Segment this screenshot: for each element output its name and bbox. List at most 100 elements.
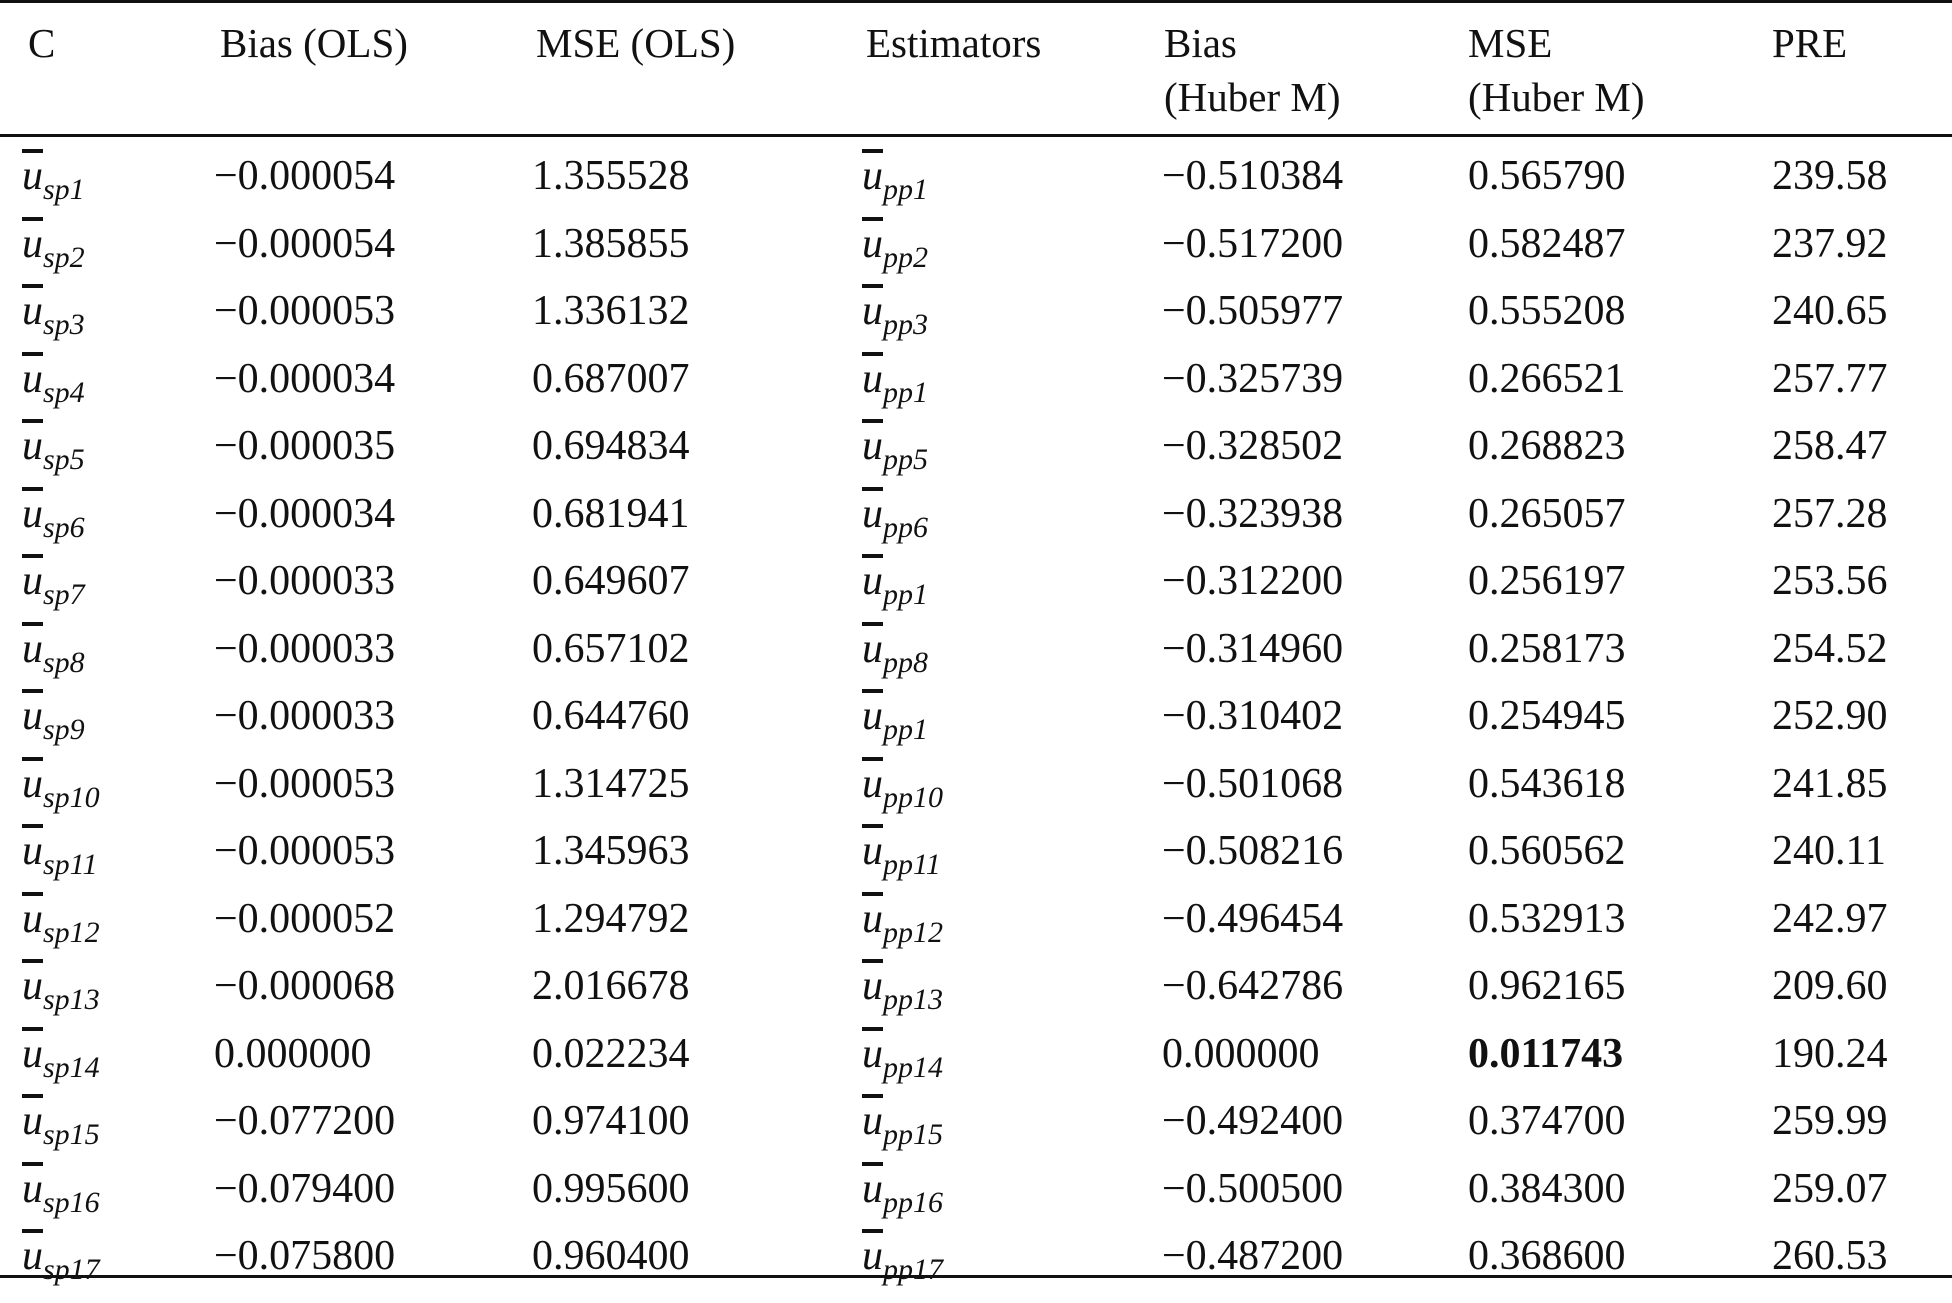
- cell-c-symbol: usp10: [22, 751, 100, 831]
- cell-mse-ols: 2.016678: [532, 963, 690, 1009]
- cell-bias-huber: −0.508216: [1162, 828, 1344, 874]
- cell-mse-ols: 0.974100: [532, 1098, 690, 1144]
- cell-mse-huber: 0.266521: [1468, 355, 1626, 402]
- cell-bias-ols: −0.077200: [214, 1098, 396, 1144]
- table-row: usp9 −0.000033 0.644760 upp1 −0.310402 0.2549…: [0, 683, 1952, 749]
- cell-pre: 237.92: [1772, 220, 1888, 267]
- cell-estimator-symbol-subscript: pp17: [883, 1253, 943, 1286]
- cell-estimator-symbol-base: u: [862, 1233, 883, 1279]
- cell-c-symbol-subscript: sp5: [43, 443, 85, 476]
- cell-estimator-symbol-subscript: pp11: [883, 848, 941, 881]
- table-bottom-rule: [0, 1275, 1952, 1278]
- cell-c-symbol-subscript: sp3: [43, 308, 85, 341]
- table-row: usp5 −0.000035 0.694834 upp5 −0.328502 0.2688…: [0, 413, 1952, 479]
- cell-bias-ols: −0.000054: [214, 220, 396, 267]
- cell-c-symbol: usp5: [22, 413, 85, 493]
- cell-c-symbol-subscript: sp2: [43, 240, 85, 274]
- cell-estimator-symbol: upp2: [862, 211, 928, 291]
- cell-pre: 257.77: [1772, 355, 1888, 402]
- table-row: usp17 −0.075800 0.960400 upp17 −0.487200 0.36…: [0, 1223, 1952, 1289]
- cell-mse-ols: 0.649607: [532, 558, 690, 604]
- cell-mse-ols: 1.336132: [532, 288, 690, 334]
- cell-bias-huber: −0.310402: [1162, 693, 1344, 739]
- cell-c-symbol-base: u: [22, 625, 43, 672]
- cell-estimator-symbol-base: u: [862, 760, 883, 807]
- cell-estimator-symbol-base: u: [862, 693, 883, 739]
- cell-bias-huber: −0.325739: [1162, 355, 1344, 402]
- cell-c-symbol: usp11: [22, 818, 97, 898]
- cell-c-symbol-subscript: sp15: [43, 1118, 100, 1151]
- cell-estimator-symbol: upp5: [862, 413, 928, 493]
- header-estimators: Estimators: [866, 20, 1042, 66]
- table-row: usp8 −0.000033 0.657102 upp8 −0.314960 0.2581…: [0, 616, 1952, 682]
- cell-pre: 260.53: [1772, 1233, 1888, 1279]
- cell-estimator-symbol-base: u: [862, 625, 883, 672]
- cell-bias-huber: −0.323938: [1162, 490, 1344, 537]
- cell-c-symbol: usp17: [22, 1223, 100, 1303]
- cell-mse-huber: 0.555208: [1468, 288, 1626, 334]
- cell-estimator-symbol-subscript: pp16: [883, 1185, 943, 1219]
- cell-c-symbol: usp15: [22, 1088, 100, 1168]
- cell-pre: 252.90: [1772, 693, 1888, 739]
- cell-c-symbol-base: u: [22, 1165, 43, 1212]
- cell-estimator-symbol-subscript: pp3: [883, 308, 928, 341]
- cell-bias-huber: −0.500500: [1162, 1165, 1344, 1212]
- cell-mse-huber: 0.258173: [1468, 625, 1626, 672]
- cell-c-symbol-base: u: [22, 760, 43, 807]
- cell-bias-ols: −0.079400: [214, 1165, 396, 1212]
- cell-estimator-symbol-subscript: pp12: [883, 915, 943, 949]
- cell-bias-huber: −0.314960: [1162, 625, 1344, 672]
- cell-bias-huber: 0.000000: [1162, 1030, 1320, 1077]
- cell-c-symbol-base: u: [22, 1098, 43, 1144]
- header-bias-ols: Bias (OLS): [220, 20, 408, 66]
- cell-estimator-symbol-base: u: [862, 558, 883, 604]
- cell-estimator-symbol: upp15: [862, 1088, 943, 1168]
- cell-c-symbol: usp3: [22, 278, 85, 358]
- cell-c-symbol-subscript: sp13: [43, 983, 100, 1016]
- cell-bias-ols: 0.000000: [214, 1030, 372, 1077]
- cell-c-symbol-subscript: sp9: [43, 713, 85, 746]
- header-mse-huber: MSE (Huber M): [1468, 16, 1644, 124]
- cell-estimator-symbol-subscript: pp1: [883, 713, 928, 746]
- header-mse-ols: MSE (OLS): [536, 20, 736, 66]
- cell-c-symbol: usp14: [22, 1021, 100, 1101]
- cell-estimator-symbol-subscript: pp14: [883, 1050, 943, 1084]
- table-row: usp6 −0.000034 0.681941 upp6 −0.323938 0.2650…: [0, 481, 1952, 547]
- cell-estimator-symbol-subscript: pp15: [883, 1118, 943, 1151]
- cell-pre: 239.58: [1772, 153, 1888, 199]
- cell-bias-ols: −0.000053: [214, 288, 396, 334]
- cell-estimator-symbol-base: u: [862, 490, 883, 537]
- cell-c-symbol-base: u: [22, 220, 43, 267]
- cell-bias-ols: −0.000068: [214, 963, 396, 1009]
- cell-estimator-symbol: upp8: [862, 616, 928, 696]
- cell-estimator-symbol: upp10: [862, 751, 943, 831]
- cell-bias-ols: −0.000034: [214, 355, 396, 402]
- cell-mse-huber: 0.265057: [1468, 490, 1626, 537]
- cell-estimator-symbol: upp16: [862, 1156, 943, 1236]
- cell-c-symbol-subscript: sp14: [43, 1050, 100, 1084]
- header-rule: [0, 134, 1952, 137]
- cell-estimator-symbol-base: u: [862, 288, 883, 334]
- cell-bias-ols: −0.000054: [214, 153, 396, 199]
- cell-mse-huber: 0.368600: [1468, 1233, 1626, 1279]
- header-c: C: [28, 20, 56, 66]
- header-bias-huber-line2: (Huber M): [1164, 74, 1341, 120]
- cell-mse-huber: 0.582487: [1468, 220, 1626, 267]
- cell-pre: 257.28: [1772, 490, 1888, 537]
- cell-c-symbol-base: u: [22, 895, 43, 942]
- cell-c-symbol-subscript: sp4: [43, 375, 85, 409]
- cell-mse-ols: 1.314725: [532, 760, 690, 807]
- cell-mse-huber: 0.962165: [1468, 963, 1626, 1009]
- cell-pre: 259.07: [1772, 1165, 1888, 1212]
- cell-estimator-symbol-base: u: [862, 895, 883, 942]
- cell-estimator-symbol: upp3: [862, 278, 928, 358]
- cell-estimator-symbol: upp11: [862, 818, 941, 898]
- cell-estimator-symbol-subscript: pp10: [883, 780, 943, 814]
- cell-c-symbol-subscript: sp10: [43, 780, 100, 814]
- cell-c-symbol-base: u: [22, 355, 43, 402]
- cell-pre: 241.85: [1772, 760, 1888, 807]
- table-row: usp13 −0.000068 2.016678 upp13 −0.642786 0.96…: [0, 953, 1952, 1019]
- cell-mse-ols: 1.385855: [532, 220, 690, 267]
- cell-estimator-symbol-base: u: [862, 828, 883, 874]
- table-row: usp14 0.000000 0.022234 upp14 0.000000 0.0117…: [0, 1021, 1952, 1087]
